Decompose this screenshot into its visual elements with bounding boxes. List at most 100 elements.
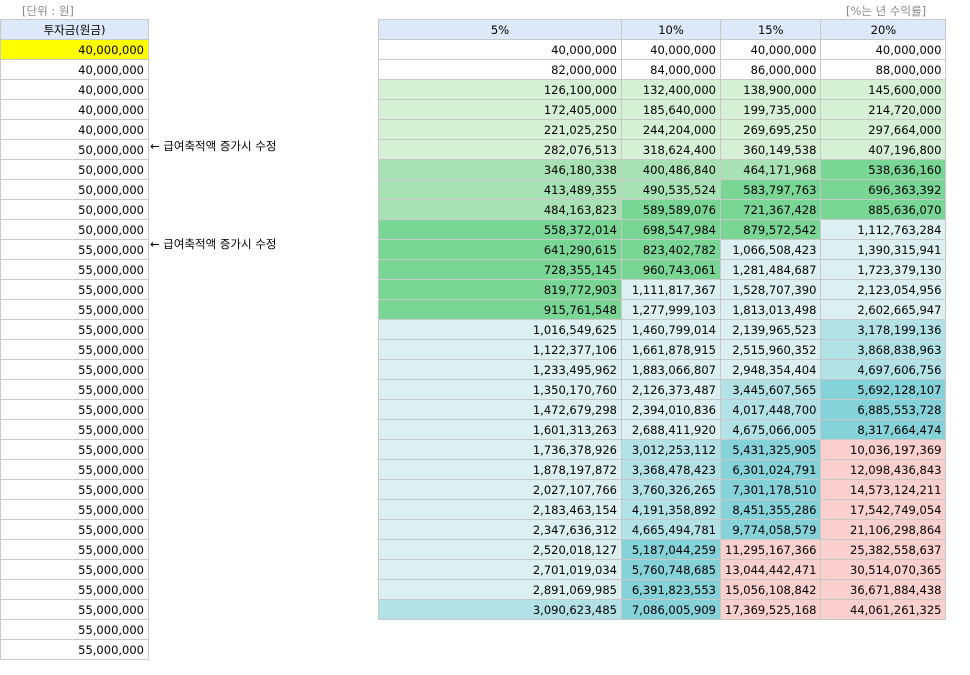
value-cell[interactable]: 5,431,325,905 [719, 439, 822, 460]
principal-cell[interactable]: 55,000,000 [0, 499, 149, 520]
value-cell[interactable]: 318,624,400 [621, 139, 721, 160]
value-cell[interactable]: 297,664,000 [820, 119, 947, 140]
value-cell[interactable]: 86,000,000 [719, 59, 822, 80]
value-cell[interactable]: 2,688,411,920 [621, 419, 721, 440]
value-cell[interactable]: 17,542,749,054 [820, 499, 947, 520]
value-cell[interactable]: 282,076,513 [378, 139, 622, 160]
principal-cell[interactable]: 55,000,000 [0, 339, 149, 360]
value-cell[interactable]: 25,382,558,637 [820, 539, 947, 560]
value-cell[interactable]: 589,589,076 [621, 199, 721, 220]
value-cell[interactable]: 4,017,448,700 [719, 399, 822, 420]
value-cell[interactable]: 2,520,018,127 [378, 539, 622, 560]
value-cell[interactable]: 4,697,606,756 [820, 359, 947, 380]
value-cell[interactable]: 960,743,061 [621, 259, 721, 280]
value-cell[interactable]: 1,460,799,014 [621, 319, 721, 340]
value-cell[interactable]: 1,528,707,390 [719, 279, 822, 300]
value-cell[interactable]: 1,122,377,106 [378, 339, 622, 360]
value-cell[interactable]: 221,025,250 [378, 119, 622, 140]
value-cell[interactable]: 2,515,960,352 [719, 339, 822, 360]
principal-cell[interactable]: 55,000,000 [0, 459, 149, 480]
value-cell[interactable]: 538,636,160 [820, 159, 947, 180]
rate-header-2[interactable]: 10% [621, 19, 721, 40]
value-cell[interactable]: 3,760,326,265 [621, 479, 721, 500]
value-cell[interactable]: 138,900,000 [719, 79, 822, 100]
value-cell[interactable]: 244,204,000 [621, 119, 721, 140]
value-cell[interactable]: 1,390,315,941 [820, 239, 947, 260]
value-cell[interactable]: 698,547,984 [621, 219, 721, 240]
value-cell[interactable]: 413,489,355 [378, 179, 622, 200]
value-cell[interactable]: 11,295,167,366 [719, 539, 822, 560]
value-cell[interactable]: 1,472,679,298 [378, 399, 622, 420]
value-cell[interactable]: 126,100,000 [378, 79, 622, 100]
value-cell[interactable]: 7,086,005,909 [621, 599, 721, 620]
value-cell[interactable]: 269,695,250 [719, 119, 822, 140]
principal-cell[interactable]: 55,000,000 [0, 239, 149, 260]
value-cell[interactable]: 2,347,636,312 [378, 519, 622, 540]
principal-cell[interactable]: 40,000,000 [0, 39, 149, 60]
value-cell[interactable]: 721,367,428 [719, 199, 822, 220]
value-cell[interactable]: 400,486,840 [621, 159, 721, 180]
value-cell[interactable]: 583,797,763 [719, 179, 822, 200]
value-cell[interactable]: 1,661,878,915 [621, 339, 721, 360]
value-cell[interactable]: 214,720,000 [820, 99, 947, 120]
principal-cell[interactable]: 55,000,000 [0, 399, 149, 420]
value-cell[interactable]: 915,761,548 [378, 299, 622, 320]
value-cell[interactable]: 1,878,197,872 [378, 459, 622, 480]
principal-cell[interactable]: 55,000,000 [0, 259, 149, 280]
value-cell[interactable]: 3,090,623,485 [378, 599, 622, 620]
principal-cell[interactable]: 55,000,000 [0, 319, 149, 340]
value-cell[interactable]: 44,061,261,325 [820, 599, 947, 620]
value-cell[interactable]: 1,601,313,263 [378, 419, 622, 440]
principal-cell[interactable]: 55,000,000 [0, 379, 149, 400]
value-cell[interactable]: 3,368,478,423 [621, 459, 721, 480]
principal-cell[interactable]: 40,000,000 [0, 59, 149, 80]
value-cell[interactable]: 1,736,378,926 [378, 439, 622, 460]
value-cell[interactable]: 4,665,494,781 [621, 519, 721, 540]
value-cell[interactable]: 1,233,495,962 [378, 359, 622, 380]
value-cell[interactable]: 1,111,817,367 [621, 279, 721, 300]
value-cell[interactable]: 6,885,553,728 [820, 399, 947, 420]
value-cell[interactable]: 1,350,170,760 [378, 379, 622, 400]
value-cell[interactable]: 82,000,000 [378, 59, 622, 80]
principal-cell[interactable]: 55,000,000 [0, 599, 149, 620]
value-cell[interactable]: 2,139,965,523 [719, 319, 822, 340]
principal-cell[interactable]: 50,000,000 [0, 179, 149, 200]
value-cell[interactable]: 8,317,664,474 [820, 419, 947, 440]
value-cell[interactable]: 2,183,463,154 [378, 499, 622, 520]
value-cell[interactable]: 3,445,607,565 [719, 379, 822, 400]
principal-cell[interactable]: 50,000,000 [0, 159, 149, 180]
value-cell[interactable]: 558,372,014 [378, 219, 622, 240]
principal-cell[interactable]: 55,000,000 [0, 559, 149, 580]
value-cell[interactable]: 1,066,508,423 [719, 239, 822, 260]
value-cell[interactable]: 696,363,392 [820, 179, 947, 200]
value-cell[interactable]: 40,000,000 [378, 39, 622, 60]
principal-cell[interactable]: 55,000,000 [0, 479, 149, 500]
value-cell[interactable]: 1,813,013,498 [719, 299, 822, 320]
principal-cell[interactable]: 40,000,000 [0, 79, 149, 100]
value-cell[interactable]: 3,012,253,112 [621, 439, 721, 460]
value-cell[interactable]: 360,149,538 [719, 139, 822, 160]
value-cell[interactable]: 14,573,124,211 [820, 479, 947, 500]
value-cell[interactable]: 885,636,070 [820, 199, 947, 220]
principal-cell[interactable]: 55,000,000 [0, 519, 149, 540]
value-cell[interactable]: 2,027,107,766 [378, 479, 622, 500]
principal-cell[interactable]: 55,000,000 [0, 279, 149, 300]
principal-cell[interactable]: 50,000,000 [0, 139, 149, 160]
principal-cell[interactable]: 55,000,000 [0, 359, 149, 380]
value-cell[interactable]: 2,701,019,034 [378, 559, 622, 580]
value-cell[interactable]: 1,112,763,284 [820, 219, 947, 240]
principal-cell[interactable]: 50,000,000 [0, 199, 149, 220]
value-cell[interactable]: 12,098,436,843 [820, 459, 947, 480]
principal-cell[interactable]: 55,000,000 [0, 299, 149, 320]
value-cell[interactable]: 2,126,373,487 [621, 379, 721, 400]
value-cell[interactable]: 199,735,000 [719, 99, 822, 120]
value-cell[interactable]: 346,180,338 [378, 159, 622, 180]
principal-cell[interactable]: 55,000,000 [0, 439, 149, 460]
value-cell[interactable]: 728,355,145 [378, 259, 622, 280]
value-cell[interactable]: 7,301,178,510 [719, 479, 822, 500]
value-cell[interactable]: 879,572,542 [719, 219, 822, 240]
value-cell[interactable]: 132,400,000 [621, 79, 721, 100]
value-cell[interactable]: 407,196,800 [820, 139, 947, 160]
value-cell[interactable]: 30,514,070,365 [820, 559, 947, 580]
principal-cell[interactable]: 40,000,000 [0, 99, 149, 120]
